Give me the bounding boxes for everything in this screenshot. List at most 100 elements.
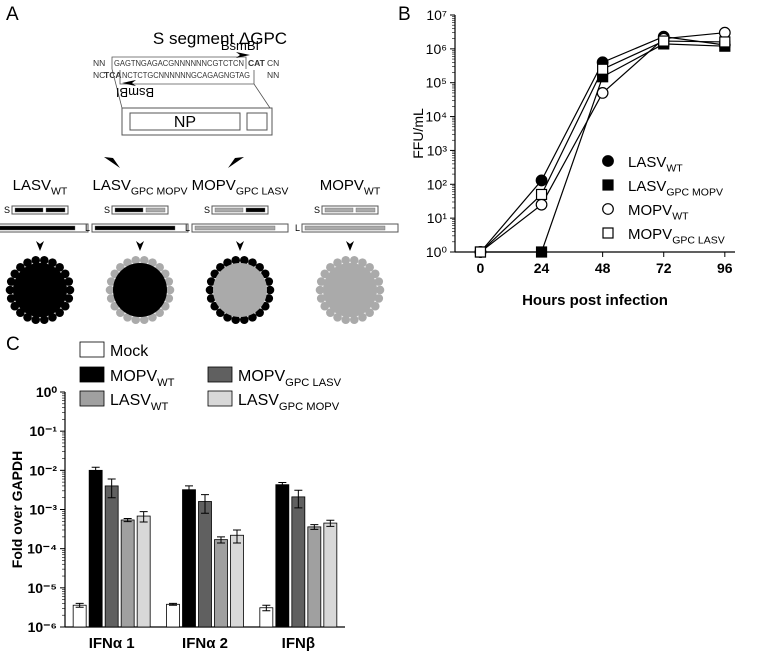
spike: [64, 294, 74, 303]
spike: [48, 258, 57, 268]
marker: [596, 87, 609, 99]
spike: [106, 277, 116, 286]
spike: [164, 294, 174, 303]
segment-np: [324, 207, 354, 213]
legend-label: LASVWT: [628, 154, 683, 175]
bar: [72, 604, 87, 628]
sequence: TCA: [104, 70, 121, 80]
segment-l-gene: [0, 225, 76, 231]
spike: [370, 269, 380, 279]
np-box: [129, 112, 241, 131]
legend-marker: [602, 179, 614, 191]
segment-label: L: [185, 223, 190, 233]
spike: [341, 256, 351, 265]
bar: [136, 515, 151, 628]
segment-gpc: [45, 207, 66, 213]
x-tick-label: IFNβ: [282, 635, 315, 652]
spike: [320, 301, 330, 311]
label-name: MOPV: [320, 177, 364, 194]
error-bar: [310, 524, 319, 530]
spike: [349, 256, 359, 265]
legend-swatch: [79, 366, 105, 383]
spike: [160, 301, 170, 311]
spike: [231, 315, 241, 324]
spike: [6, 277, 16, 286]
spike: [333, 312, 342, 322]
legend-label: MOPVWT: [110, 368, 175, 389]
bar: [214, 539, 228, 628]
construct-label: LASVWT: [13, 177, 68, 198]
arrow: [236, 241, 244, 251]
construct-label: LASVGPC MOPV: [93, 177, 188, 198]
spike: [205, 285, 215, 295]
spike: [260, 269, 270, 279]
spike: [131, 256, 141, 265]
spike: [39, 256, 49, 265]
x-axis-label: Hours post infection: [522, 292, 668, 309]
y-tick-label: 10⁻¹: [29, 423, 57, 439]
error-bar: [278, 481, 287, 488]
arrow: [228, 157, 244, 168]
spike: [160, 269, 170, 279]
spike: [206, 294, 216, 303]
segment-label: S: [4, 205, 10, 215]
spike: [223, 312, 232, 322]
spike: [320, 269, 330, 279]
spike: [358, 312, 367, 322]
bar: [230, 534, 244, 628]
label-name: LASV: [110, 392, 151, 409]
virion-core: [13, 263, 67, 317]
bar: [307, 526, 322, 628]
enzyme-label: BsmBI: [116, 85, 154, 100]
label-name: LASV: [93, 177, 131, 194]
label-subscript: WT: [666, 163, 683, 175]
y-tick-label: 10⁶: [426, 41, 447, 57]
error-bar: [169, 602, 177, 606]
segment-label: S: [314, 205, 320, 215]
label-subscript: GPC LASV: [285, 377, 341, 389]
error-bar: [294, 489, 303, 509]
spike: [148, 312, 157, 322]
bar: [275, 484, 290, 628]
label-name: LASV: [628, 154, 666, 171]
spike: [374, 294, 384, 303]
construct-label: MOPVGPC LASV: [192, 177, 289, 198]
label-subscript: GPC LASV: [672, 235, 725, 247]
legend-label: LASVWT: [110, 392, 168, 413]
segment-gpc: [245, 207, 266, 213]
sequence: NN: [267, 70, 279, 80]
spike: [231, 256, 241, 265]
spike: [264, 294, 274, 303]
spike: [131, 315, 141, 324]
sequence: NCTCTGCNNNNNNGCAGAGNGTAG: [122, 70, 250, 80]
marker: [474, 246, 487, 258]
error-bar: [185, 485, 193, 496]
cut-arrow: [236, 52, 250, 58]
legend-marker: [602, 155, 614, 167]
spike: [39, 315, 49, 324]
sequence: CN: [267, 58, 279, 68]
bar: [120, 519, 135, 628]
spike: [110, 301, 120, 311]
segment-label: L: [295, 223, 300, 233]
x-tick-label: IFNα 1: [89, 635, 135, 652]
np-label: NP: [174, 114, 196, 131]
legend-swatch: [79, 390, 105, 407]
spike: [374, 277, 384, 286]
label-subscript: WT: [672, 211, 689, 223]
construct-label: MOPVWT: [320, 177, 381, 198]
spike: [31, 315, 41, 324]
segment-np: [14, 207, 44, 213]
bar: [104, 485, 119, 628]
segment-gpc: [355, 207, 376, 213]
x-tick-label: 96: [717, 260, 733, 276]
marker: [597, 63, 609, 75]
label-subscript: GPC MOPV: [279, 401, 340, 413]
spike: [206, 277, 216, 286]
label-subscript: WT: [51, 186, 68, 198]
bar: [323, 522, 338, 628]
legend-marker: [602, 203, 614, 215]
segment-gpc: [145, 207, 166, 213]
gpc-box: [246, 112, 268, 131]
spike: [316, 294, 326, 303]
